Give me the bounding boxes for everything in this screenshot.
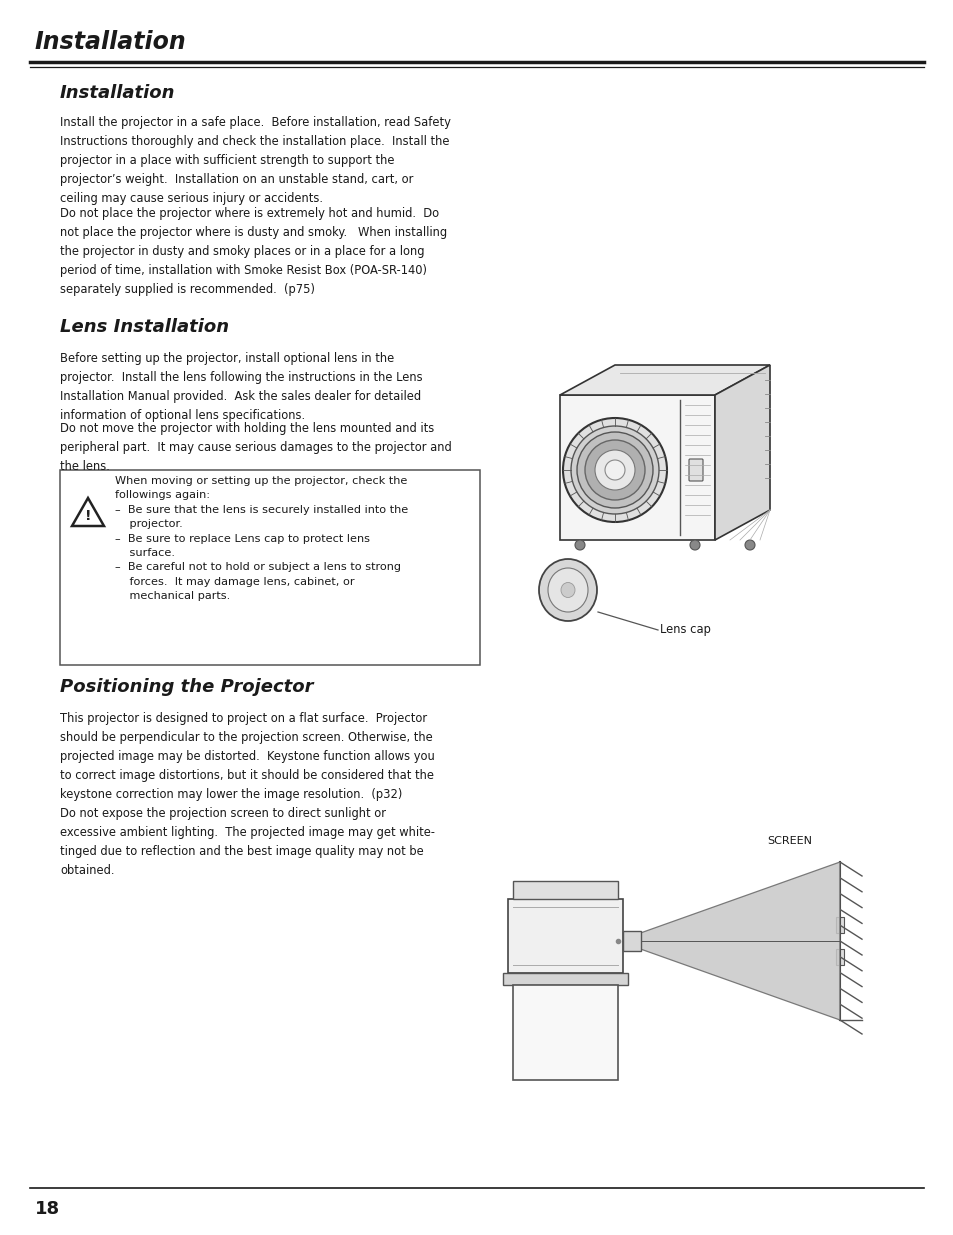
FancyBboxPatch shape	[835, 948, 843, 965]
Text: Lens Installation: Lens Installation	[60, 317, 229, 336]
Circle shape	[562, 417, 666, 522]
FancyBboxPatch shape	[622, 931, 640, 951]
Text: Do not place the projector where is extremely hot and humid.  Do
not place the p: Do not place the projector where is extr…	[60, 207, 447, 296]
Text: Do not move the projector with holding the lens mounted and its
peripheral part.: Do not move the projector with holding t…	[60, 422, 452, 473]
Text: 18: 18	[35, 1200, 60, 1218]
Circle shape	[689, 540, 700, 550]
Circle shape	[571, 426, 659, 514]
FancyBboxPatch shape	[835, 918, 843, 934]
Polygon shape	[559, 395, 714, 540]
FancyBboxPatch shape	[507, 899, 622, 973]
Polygon shape	[714, 366, 769, 540]
Ellipse shape	[538, 559, 597, 621]
Text: Lens cap: Lens cap	[659, 624, 710, 636]
Text: Positioning the Projector: Positioning the Projector	[60, 678, 314, 697]
FancyBboxPatch shape	[513, 881, 618, 899]
Text: Installation: Installation	[35, 30, 187, 54]
Circle shape	[744, 540, 754, 550]
FancyBboxPatch shape	[502, 973, 627, 986]
Polygon shape	[559, 366, 769, 395]
Circle shape	[577, 432, 652, 508]
FancyBboxPatch shape	[513, 986, 618, 1079]
Text: !: !	[85, 509, 91, 522]
Text: Install the projector in a safe place.  Before installation, read Safety
Instruc: Install the projector in a safe place. B…	[60, 116, 451, 205]
Text: When moving or setting up the projector, check the
followings again:
–  Be sure : When moving or setting up the projector,…	[115, 475, 408, 601]
Text: This projector is designed to project on a flat surface.  Projector
should be pe: This projector is designed to project on…	[60, 713, 435, 877]
Text: Installation: Installation	[60, 84, 175, 103]
FancyBboxPatch shape	[60, 471, 479, 664]
Polygon shape	[618, 862, 840, 1020]
Circle shape	[604, 459, 624, 480]
Text: Before setting up the projector, install optional lens in the
projector.  Instal: Before setting up the projector, install…	[60, 352, 422, 422]
Ellipse shape	[547, 568, 587, 613]
Ellipse shape	[560, 583, 575, 598]
Circle shape	[575, 540, 584, 550]
Circle shape	[584, 440, 644, 500]
Circle shape	[595, 450, 635, 490]
Text: SCREEN: SCREEN	[767, 836, 812, 846]
FancyBboxPatch shape	[688, 459, 702, 480]
